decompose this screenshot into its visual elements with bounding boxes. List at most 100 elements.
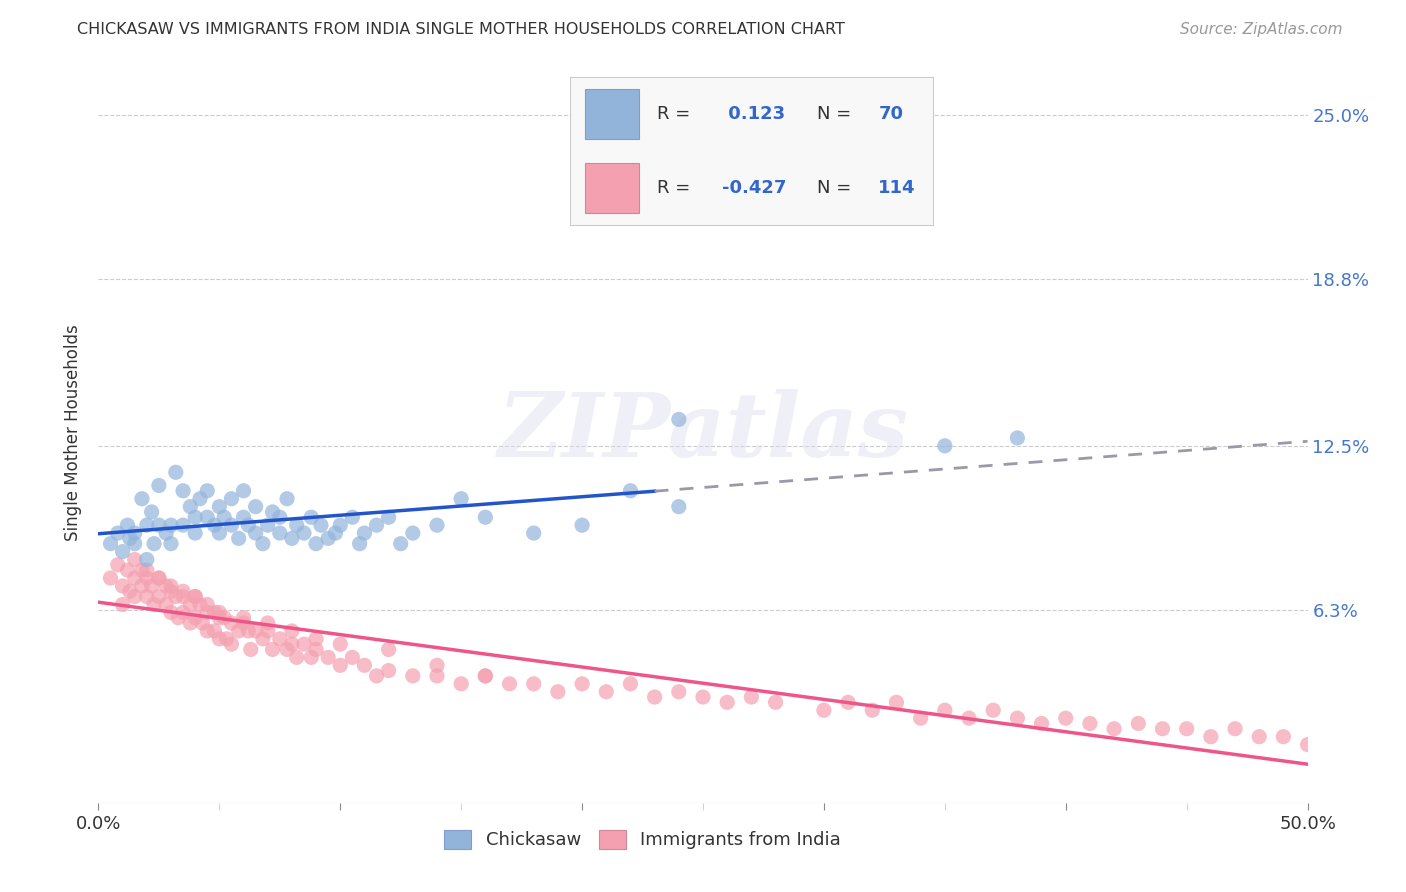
Point xyxy=(644,690,666,704)
Point xyxy=(316,532,339,546)
Point xyxy=(195,624,218,638)
Point xyxy=(252,632,274,646)
Point xyxy=(377,664,399,678)
Point xyxy=(131,563,153,577)
Point xyxy=(349,536,371,550)
Point xyxy=(450,491,472,506)
Point xyxy=(245,500,267,514)
Point xyxy=(252,536,274,550)
Point xyxy=(111,544,134,558)
Point xyxy=(131,579,153,593)
Point xyxy=(886,695,908,709)
Point xyxy=(179,500,201,514)
Point xyxy=(208,526,231,541)
Point xyxy=(165,590,187,604)
Legend: Chickasaw, Immigrants from India: Chickasaw, Immigrants from India xyxy=(437,823,848,856)
Point xyxy=(100,536,122,550)
Point xyxy=(426,518,449,533)
Point xyxy=(239,642,262,657)
Text: CHICKASAW VS IMMIGRANTS FROM INDIA SINGLE MOTHER HOUSEHOLDS CORRELATION CHART: CHICKASAW VS IMMIGRANTS FROM INDIA SINGL… xyxy=(77,22,845,37)
Point xyxy=(256,518,278,533)
Point xyxy=(299,650,322,665)
Point xyxy=(208,611,231,625)
Point xyxy=(325,526,347,541)
Point xyxy=(305,632,328,646)
Point xyxy=(100,571,122,585)
Point xyxy=(377,642,399,657)
Text: Source: ZipAtlas.com: Source: ZipAtlas.com xyxy=(1180,22,1343,37)
Point xyxy=(474,669,496,683)
Point xyxy=(141,505,163,519)
Point xyxy=(179,598,201,612)
Point xyxy=(353,658,375,673)
Point xyxy=(118,584,141,599)
Point xyxy=(160,584,183,599)
Point xyxy=(1249,730,1271,744)
Point xyxy=(1199,730,1222,744)
Point xyxy=(668,500,690,514)
Point xyxy=(765,695,787,709)
Point xyxy=(292,637,315,651)
Point xyxy=(262,505,284,519)
Point xyxy=(148,571,170,585)
Point xyxy=(195,483,218,498)
Point xyxy=(107,558,129,572)
Point xyxy=(184,590,207,604)
Point xyxy=(426,658,449,673)
Point xyxy=(245,526,267,541)
Point xyxy=(389,536,412,550)
Point xyxy=(204,606,226,620)
Point xyxy=(172,606,194,620)
Point xyxy=(111,598,134,612)
Point xyxy=(366,669,388,683)
Point xyxy=(269,510,291,524)
Point xyxy=(208,606,231,620)
Point xyxy=(135,571,157,585)
Point xyxy=(837,695,859,709)
Point xyxy=(212,611,235,625)
Point xyxy=(813,703,835,717)
Point xyxy=(160,536,183,550)
Point xyxy=(269,632,291,646)
Point xyxy=(228,624,250,638)
Point xyxy=(474,510,496,524)
Point xyxy=(117,563,139,577)
Point xyxy=(135,590,157,604)
Point xyxy=(124,552,146,566)
Point xyxy=(188,598,211,612)
Point xyxy=(276,491,298,506)
Point xyxy=(195,510,218,524)
Point xyxy=(571,518,593,533)
Point xyxy=(155,526,177,541)
Point xyxy=(215,632,238,646)
Point xyxy=(426,669,449,683)
Point xyxy=(285,518,308,533)
Point xyxy=(117,518,139,533)
Point xyxy=(232,615,254,630)
Point xyxy=(221,637,243,651)
Point xyxy=(135,552,157,566)
Point xyxy=(619,677,641,691)
Point xyxy=(221,491,243,506)
Point xyxy=(281,624,304,638)
Point xyxy=(232,611,254,625)
Point xyxy=(184,590,207,604)
Point xyxy=(221,518,243,533)
Point xyxy=(402,669,425,683)
Point xyxy=(668,685,690,699)
Point xyxy=(1007,711,1029,725)
Text: ZIPatlas: ZIPatlas xyxy=(498,390,908,475)
Point xyxy=(118,532,141,546)
Point xyxy=(285,650,308,665)
Point xyxy=(184,611,207,625)
Point xyxy=(309,518,332,533)
Point xyxy=(619,483,641,498)
Point xyxy=(1272,730,1295,744)
Point xyxy=(143,598,166,612)
Point xyxy=(934,439,956,453)
Point xyxy=(692,690,714,704)
Point xyxy=(238,518,260,533)
Point xyxy=(910,711,932,725)
Point xyxy=(269,526,291,541)
Point xyxy=(474,669,496,683)
